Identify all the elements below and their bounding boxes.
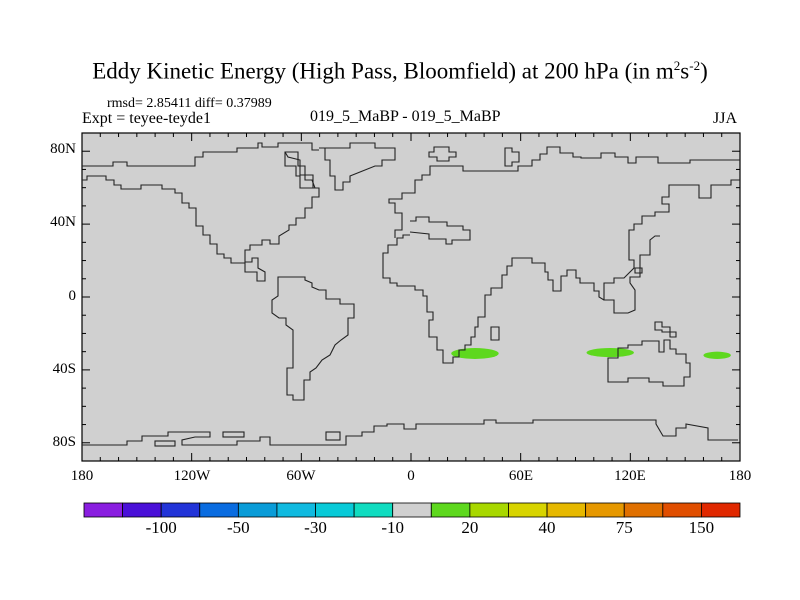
y-tick-label: 0: [68, 288, 77, 304]
madagascar: [490, 326, 500, 341]
x-tick-label: 120W: [173, 468, 211, 484]
colorbar-swatch: [585, 502, 625, 518]
x-tick-label: 180: [728, 468, 752, 484]
greenland: [319, 142, 396, 191]
y-tick-label: 80N: [50, 141, 76, 157]
season-label: JJA: [713, 110, 738, 127]
colorbar-swatch: [508, 502, 548, 518]
colorbar-swatch: [392, 502, 432, 518]
europe-west-coast: [388, 192, 410, 238]
colorbar-swatch: [122, 502, 162, 518]
arctic-coast-america: [82, 142, 319, 167]
colorbar-swatch: [160, 502, 201, 518]
eurasia-north-coast: [410, 146, 740, 194]
colorbar-swatch: [199, 502, 239, 518]
axis-ticks: [81, 132, 741, 462]
experiment-label: Expt = teyee-teyde1: [82, 110, 211, 127]
colorbar-label: -30: [304, 518, 327, 537]
colorbar-swatch: [276, 502, 316, 518]
north-america: [82, 151, 320, 282]
colorbar-swatch: [315, 502, 355, 518]
new-guinea: [654, 321, 677, 338]
colorbar-swatch: [662, 502, 702, 518]
svalbard: [428, 146, 457, 162]
mediterranean-coast: [409, 216, 471, 245]
colorbar-label: 40: [538, 518, 556, 537]
x-tick-label: 0: [407, 468, 415, 484]
colorbar: [83, 502, 741, 518]
x-tick-label: 60E: [508, 468, 534, 484]
colorbar-swatch: [701, 502, 741, 518]
colorbar-label: -10: [381, 518, 405, 537]
novaya-zemlya: [504, 147, 520, 167]
y-tick-label: 40S: [52, 361, 76, 377]
australia: [607, 339, 691, 387]
south-asia-africa-coast: [382, 234, 605, 364]
anomaly-patch: [451, 348, 499, 359]
japan: [634, 267, 643, 274]
colorbar-swatch: [430, 502, 471, 518]
colorbar-label: 150: [688, 518, 715, 537]
colorbar-swatch: [546, 502, 587, 518]
colorbar-label: 20: [461, 518, 479, 537]
colorbar-label: 75: [615, 518, 633, 537]
map-background: [81, 132, 741, 462]
x-tick-label: 120E: [614, 468, 646, 484]
x-tick-label: 60W: [286, 468, 316, 484]
colorbar-swatch: [623, 502, 664, 518]
antarctic-island: [154, 440, 176, 447]
colorbar-swatch: [469, 502, 509, 518]
south-america: [271, 276, 355, 401]
x-tick-label: 180: [70, 468, 94, 484]
y-tick-label: 40N: [50, 214, 76, 230]
anomaly-patch: [586, 348, 634, 358]
colorbar-swatch: [83, 502, 123, 518]
east-asia-coast: [603, 179, 740, 314]
colorbar-label: -100: [145, 518, 177, 537]
colorbar-label: -50: [227, 518, 250, 537]
y-tick-label: 80S: [52, 434, 76, 450]
antarctica: [82, 419, 738, 446]
colorbar-swatch: [237, 502, 278, 518]
stats-label: rmsd= 2.85411 diff= 0.37989: [107, 96, 272, 111]
coastlines: [82, 142, 740, 447]
anomaly-patch: [703, 351, 731, 359]
comparison-label: 019_5_MaBP - 019_5_MaBP: [310, 108, 501, 125]
antarctic-island: [325, 431, 341, 441]
chart-title: Eddy Kinetic Energy (High Pass, Bloomfie…: [92, 58, 708, 84]
antarctic-island: [222, 431, 245, 438]
colorbar-swatch: [353, 502, 394, 518]
